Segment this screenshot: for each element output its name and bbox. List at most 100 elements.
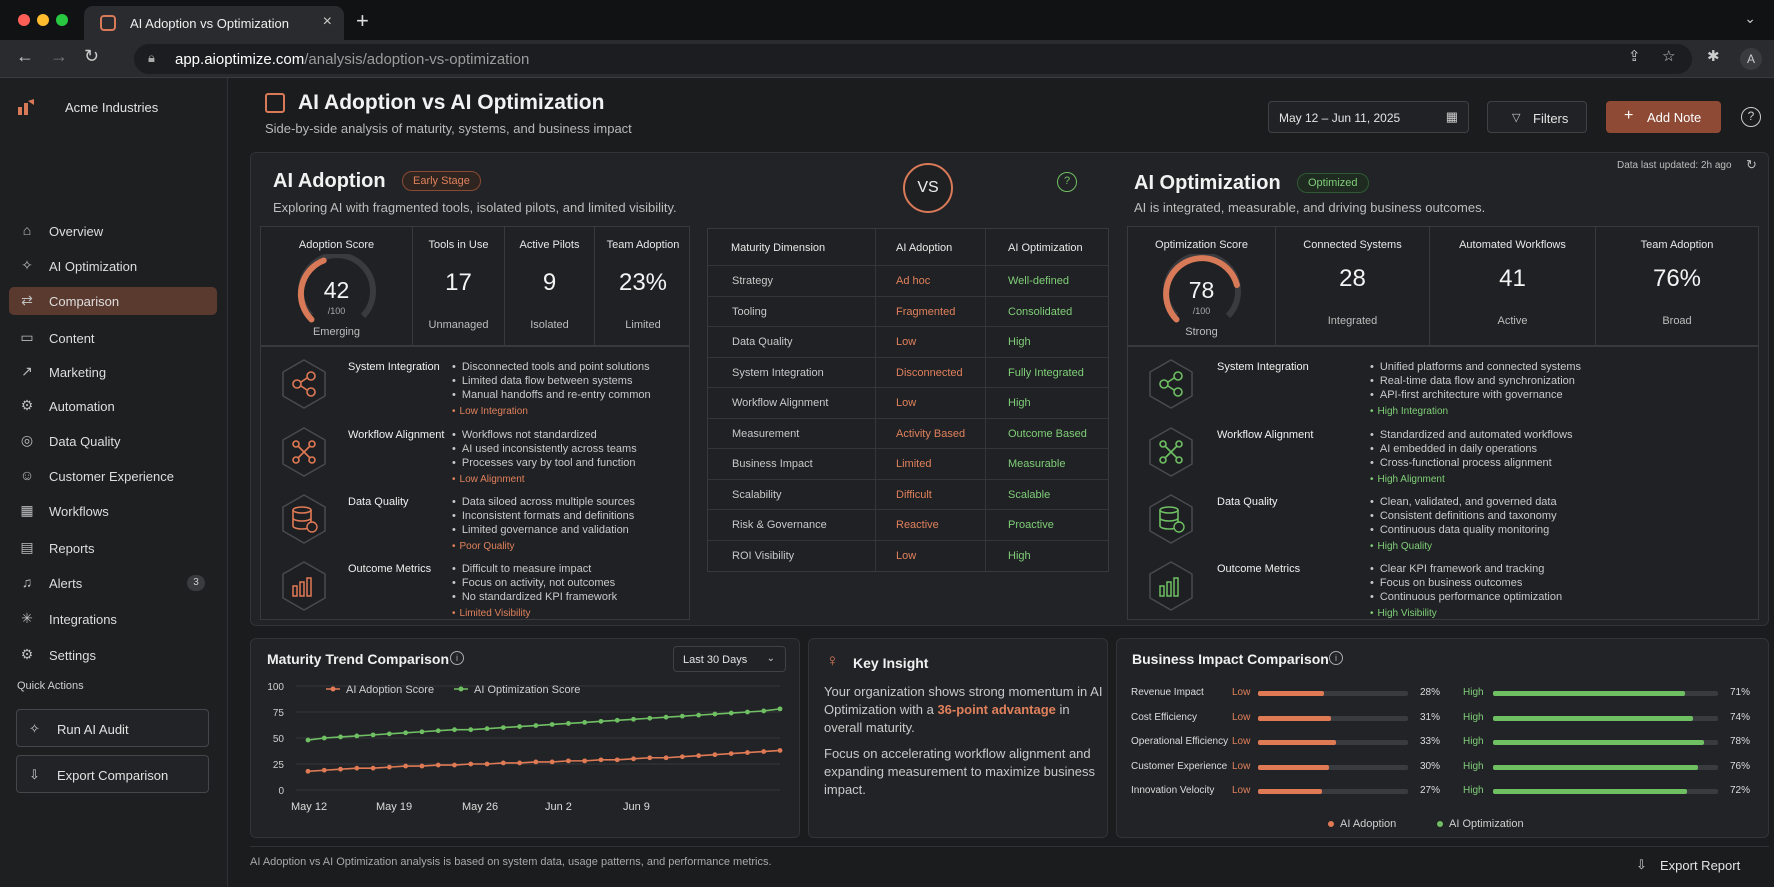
sidebar-item-reports[interactable]: ▤ Reports <box>9 534 217 562</box>
content-icon: ▭ <box>20 329 34 345</box>
sidebar-item-settings[interactable]: ⚙ Settings <box>9 641 217 669</box>
series-point <box>679 713 685 719</box>
refresh-icon[interactable]: ↻ <box>1746 157 1757 172</box>
series-point <box>728 751 734 756</box>
series-point <box>566 721 571 726</box>
sidebar-item-content[interactable]: ▭ Content <box>9 324 217 352</box>
extensions-puzzle-icon[interactable]: ✱ <box>1707 48 1720 65</box>
feature-bullet: Clear KPI framework and tracking <box>1370 562 1562 576</box>
close-window-dot[interactable] <box>18 14 30 26</box>
browser-tab-bar: AI Adoption vs Optimization × + ⌄ <box>0 0 1774 40</box>
bookmark-star-icon[interactable]: ☆ <box>1662 48 1676 65</box>
sidebar-item-marketing[interactable]: ↗ Marketing <box>9 358 217 386</box>
run-ai-audit-button[interactable]: ✧ Run AI Audit <box>16 709 209 747</box>
help-icon[interactable]: ? <box>1741 107 1761 127</box>
series-point <box>338 766 343 772</box>
filters-button[interactable]: ▽ Filters <box>1487 101 1587 133</box>
minimize-window-dot[interactable] <box>37 14 49 26</box>
table-row: Business Impact Limited Measurable <box>708 448 1108 478</box>
feature-title: System Integration <box>1217 361 1309 373</box>
metric-sub: Broad <box>1662 315 1692 327</box>
report-icon: ▤ <box>20 539 34 555</box>
table-cell: Outcome Based <box>1008 427 1087 440</box>
share-icon[interactable]: ⇪ <box>1628 48 1641 65</box>
tab-close-icon[interactable]: × <box>322 13 332 30</box>
adoption-score-card: Adoption Score 42 /100 Emerging <box>261 227 413 345</box>
series-point <box>761 708 767 714</box>
url-text: app.aioptimize.com/analysis/adoption-vs-… <box>175 51 529 68</box>
lock-icon: 🔒︎ <box>148 50 155 65</box>
series-point <box>631 756 636 762</box>
export-comparison-button[interactable]: ⇩ Export Comparison <box>16 755 209 793</box>
feature-bullets: Workflows not standardizedAI used incons… <box>452 428 637 470</box>
series-point <box>452 727 457 733</box>
vs-badge: VS <box>903 163 953 213</box>
last-updated-text: Data last updated: 2h ago <box>1617 160 1732 171</box>
tab-title: AI Adoption vs Optimization <box>130 16 289 31</box>
sidebar-item-comparison[interactable]: ⇄ Comparison <box>9 287 217 315</box>
feature-bullet: AI embedded in daily operations <box>1370 442 1572 456</box>
series-point <box>500 725 506 730</box>
reload-icon[interactable]: ↻ <box>84 46 100 66</box>
maximize-window-dot[interactable] <box>56 14 68 26</box>
impact-label: Customer Experience <box>1131 760 1228 772</box>
footer-divider <box>250 846 1769 847</box>
date-range-picker[interactable]: May 12 – Jun 11, 2025 ▦ <box>1268 101 1469 133</box>
series-point <box>386 764 392 770</box>
table-cell: Limited <box>896 458 932 470</box>
metric-value: 28 <box>1339 265 1366 292</box>
home-icon: ⌂ <box>22 222 32 238</box>
column-header: AI Adoption <box>896 242 953 254</box>
back-arrow-icon[interactable]: ← <box>16 46 34 66</box>
series-point <box>761 749 767 754</box>
feature-title: Workflow Alignment <box>348 429 445 441</box>
tab-list-chevron-icon[interactable]: ⌄ <box>1744 10 1756 26</box>
impact-info-icon[interactable]: i <box>1329 651 1343 665</box>
sidebar-item-data-quality[interactable]: ◎ Data Quality <box>9 427 217 455</box>
optimization-percent: 71% <box>1730 687 1751 698</box>
table-cell: Low <box>896 549 917 562</box>
sidebar-item-overview[interactable]: ⌂ Overview <box>9 217 217 245</box>
series-point <box>354 733 360 739</box>
browser-tab[interactable]: AI Adoption vs Optimization × <box>84 6 344 40</box>
url-field[interactable]: 🔒︎ app.aioptimize.com/analysis/adoption-… <box>134 44 1692 74</box>
feature-bullet: Continuous performance optimization <box>1370 590 1562 604</box>
series-point <box>598 757 604 763</box>
legend-label: AI Adoption Score <box>346 684 434 696</box>
new-tab-icon[interactable]: + <box>356 8 369 33</box>
adoption-description: Exploring AI with fragmented tools, isol… <box>273 200 677 215</box>
database-icon <box>280 493 328 545</box>
sidebar-item-integrations[interactable]: ✳ Integrations <box>9 605 217 633</box>
trend-range-select[interactable]: Last 30 Days ⌄ <box>673 646 786 672</box>
sidebar-item-label: Data Quality <box>49 434 121 449</box>
sidebar-item-label: AI Optimization <box>49 259 138 274</box>
feature-status: Poor Quality <box>452 541 515 552</box>
table-row: Strategy Ad hoc Well-defined <box>708 265 1108 295</box>
feature-status: Limited Visibility <box>452 608 531 619</box>
feature-title: Outcome Metrics <box>1217 563 1301 575</box>
sidebar-item-automation[interactable]: ⚙ Automation <box>9 392 217 420</box>
sidebar-item-ai-optimization[interactable]: ✧ AI Optimization <box>9 252 217 280</box>
series-point <box>696 753 702 759</box>
series-point <box>435 728 441 734</box>
sidebar-item-customer-experience[interactable]: ☺ Customer Experience <box>9 462 217 490</box>
export-icon: ⇩ <box>29 767 40 782</box>
trend-info-icon[interactable]: i <box>450 651 464 665</box>
impact-low-label: Low <box>1232 760 1251 772</box>
workflow-icon <box>1147 426 1195 478</box>
add-note-button[interactable]: + Add Note <box>1606 101 1721 133</box>
sidebar-item-alerts[interactable]: ♫ Alerts 3 <box>9 569 217 597</box>
metric-sub: Integrated <box>1327 315 1378 327</box>
active-pilots-card: Active Pilots 9 Isolated <box>505 227 595 345</box>
profile-avatar[interactable]: A <box>1740 48 1762 70</box>
forward-arrow-icon[interactable]: → <box>50 46 68 66</box>
table-cell: Reactive <box>896 519 939 531</box>
adoption-bar-track <box>1258 764 1408 770</box>
optimization-info-icon[interactable]: ? <box>1057 172 1077 192</box>
series-point <box>305 768 311 774</box>
series-line-1 <box>307 708 781 741</box>
impact-panel <box>1116 638 1769 838</box>
sidebar-item-workflows[interactable]: ▦ Workflows <box>9 497 217 525</box>
legend-dot <box>1328 821 1334 827</box>
impact-high-label: High <box>1463 760 1484 772</box>
